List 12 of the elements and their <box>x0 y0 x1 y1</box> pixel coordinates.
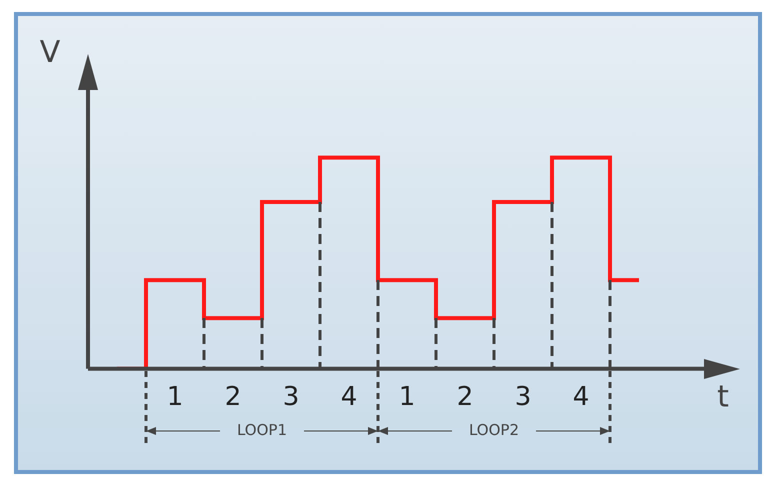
x-tick-label: 3 <box>514 382 532 412</box>
x-tick-label: 2 <box>456 382 474 412</box>
x-tick-label: 4 <box>572 382 590 412</box>
text: LOOP1 <box>236 420 288 439</box>
x-tick-label: 4 <box>340 382 358 412</box>
x-tick-label: 2 <box>224 382 242 412</box>
text: LOOP2 <box>468 420 520 439</box>
x-tick-label: 3 <box>282 382 300 412</box>
x-tick-label: 1 <box>166 382 184 412</box>
y-axis-title: V <box>40 34 61 70</box>
x-axis-title: t <box>717 380 730 415</box>
x-tick-label: 1 <box>398 382 416 412</box>
